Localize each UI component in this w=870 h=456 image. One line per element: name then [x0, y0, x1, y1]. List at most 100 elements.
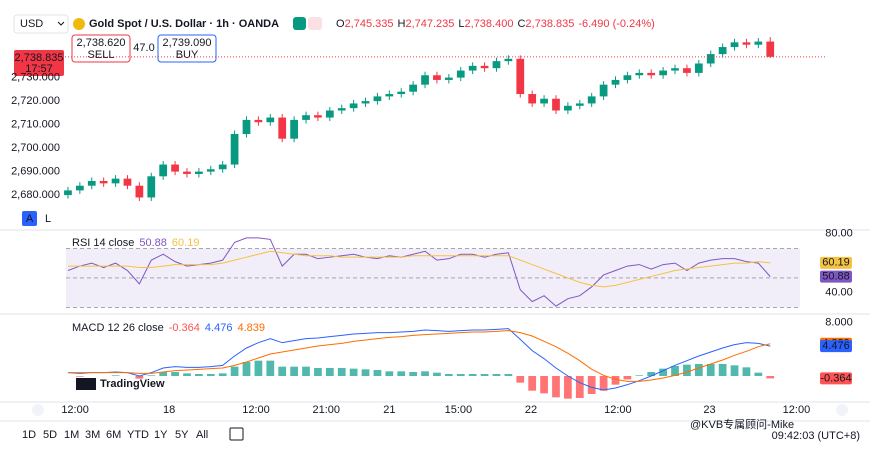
- candle-body: [611, 79, 620, 85]
- histogram-bar: [444, 374, 453, 376]
- logo-mark: [76, 378, 96, 390]
- histogram-bar: [718, 364, 727, 376]
- candle-body: [516, 58, 525, 95]
- candle-body: [552, 98, 560, 111]
- histogram-bar: [349, 368, 358, 376]
- legend-value: 4.476: [205, 322, 233, 334]
- candle-body: [218, 164, 227, 170]
- last-value-tag: 50.88: [822, 271, 850, 283]
- x-tick-label: 22: [525, 404, 537, 416]
- x-tick-label: 12:00: [61, 404, 89, 416]
- candle-body: [111, 178, 120, 184]
- candle-body: [480, 65, 489, 69]
- histogram-bar: [421, 371, 429, 376]
- candle-body: [706, 54, 715, 64]
- histogram-bar: [647, 372, 656, 376]
- sell-label: SELL: [88, 49, 115, 61]
- candle-body: [564, 105, 572, 111]
- candle-body: [599, 84, 608, 97]
- zoom-button[interactable]: [32, 404, 44, 416]
- histogram-bar: [111, 375, 120, 376]
- auto-scale-button[interactable]: [22, 211, 37, 226]
- histogram-bar: [564, 376, 572, 399]
- histogram-bar: [468, 374, 477, 376]
- ohlc-key: C: [517, 18, 525, 30]
- histogram-bar: [504, 374, 513, 376]
- indicator-name: RSI 14 close: [72, 237, 134, 249]
- candle-body: [635, 72, 644, 76]
- range-button[interactable]: 1D: [22, 429, 36, 441]
- histogram-bar: [540, 376, 548, 394]
- y-tick-label: 2,690.000: [11, 166, 60, 178]
- histogram-bar: [159, 372, 168, 376]
- range-button[interactable]: YTD: [127, 429, 149, 441]
- histogram-bar: [397, 371, 406, 376]
- range-button[interactable]: 5D: [43, 429, 57, 441]
- range-button[interactable]: 3M: [85, 429, 100, 441]
- candle-body: [671, 68, 679, 71]
- candle-body: [337, 108, 346, 111]
- candle-body: [742, 42, 751, 45]
- candle-body: [171, 164, 179, 172]
- ohlc-value: 2,738.400: [465, 18, 514, 30]
- calendar-icon[interactable]: [229, 427, 244, 441]
- y-tick-label: 40.00: [825, 287, 853, 299]
- candle-body: [361, 101, 370, 104]
- buy-button[interactable]: [157, 34, 217, 63]
- y-tick-label: 2,730.000: [11, 72, 60, 84]
- last-value-tag: 60.19: [822, 257, 850, 269]
- indicator-name: MACD 12 26 close: [72, 322, 164, 334]
- range-button[interactable]: All: [196, 429, 208, 441]
- x-tick-label: 21: [383, 404, 395, 416]
- indicator-line: [67, 330, 771, 382]
- histogram-bar: [694, 364, 703, 376]
- y-tick-label: 2,710.000: [11, 119, 60, 131]
- candle-body: [266, 117, 275, 123]
- watermark: @KVB专属顾问-Mike: [690, 417, 794, 431]
- histogram-bar: [635, 375, 644, 376]
- candle-body: [278, 117, 287, 139]
- histogram-bar: [611, 376, 620, 385]
- histogram-bar: [683, 364, 691, 376]
- ohlc-value: 2,747.235: [405, 18, 454, 30]
- range-button[interactable]: 1Y: [154, 429, 168, 441]
- last-value-tag-bg: [820, 340, 852, 353]
- histogram-bar: [575, 376, 584, 398]
- indicator-line: [67, 328, 771, 391]
- candle-body: [314, 115, 322, 118]
- auto-button[interactable]: [836, 404, 848, 416]
- legend-value: 60.19: [172, 237, 200, 249]
- market-status-icon: [293, 17, 306, 30]
- candle-body: [766, 41, 775, 57]
- last-value-tag: 4.476: [822, 340, 850, 352]
- ohlc-key: H: [398, 18, 406, 30]
- ohlc: O2,745.335 H2,747.235 L2,738.400 C2,738.835…: [336, 18, 655, 30]
- range-button[interactable]: 6M: [106, 429, 121, 441]
- candle-body: [290, 119, 298, 139]
- histogram-bar: [409, 372, 418, 376]
- histogram-bar: [373, 370, 382, 376]
- candle-body: [99, 181, 108, 184]
- histogram-bar: [206, 374, 215, 376]
- x-tick-label: 23: [703, 404, 715, 416]
- last-value-tag-bg: [820, 372, 852, 385]
- candle-body: [718, 47, 727, 55]
- histogram-bar: [456, 374, 465, 376]
- candle-body: [587, 96, 596, 104]
- candle-body: [754, 41, 763, 45]
- price-tag-price: 2,738.835: [15, 52, 64, 64]
- histogram-bar: [266, 360, 275, 376]
- range-button[interactable]: 5Y: [175, 429, 189, 441]
- candle-body: [575, 103, 584, 106]
- histogram-bar: [433, 372, 441, 376]
- sell-price: 2,738.620: [77, 37, 126, 49]
- x-tick-label: 21:00: [312, 404, 340, 416]
- range-button[interactable]: 1M: [64, 429, 79, 441]
- histogram-bar: [290, 366, 298, 376]
- price-tag: [14, 50, 64, 76]
- currency-dropdown[interactable]: [13, 14, 69, 34]
- histogram-bar: [230, 366, 239, 376]
- candle-body: [183, 171, 191, 174]
- sell-button[interactable]: [71, 34, 131, 63]
